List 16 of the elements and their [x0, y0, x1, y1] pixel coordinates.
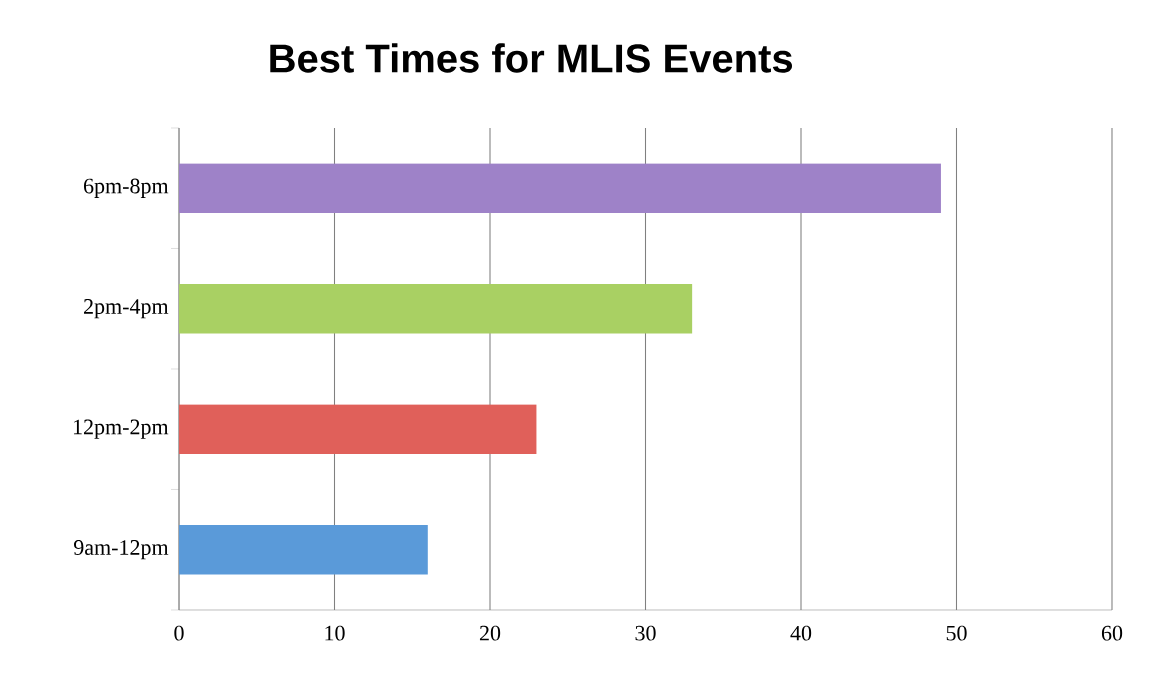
bar [179, 404, 537, 454]
bar [179, 525, 428, 575]
x-tick-label: 50 [946, 625, 967, 641]
x-tick-label: 20 [479, 625, 501, 641]
y-tick-label: 6pm-8pm [83, 178, 169, 198]
x-tick-label: 30 [635, 625, 656, 641]
x-tick-label: 40 [790, 625, 812, 641]
chart-title: Best Times for MLIS Events [270, 43, 793, 73]
y-tick-label: 12pm-2pm [73, 419, 169, 439]
x-tick-label: 10 [325, 625, 345, 641]
bar [179, 163, 941, 213]
bar [179, 284, 693, 334]
y-tick-label: 2pm-4pm [84, 299, 169, 319]
x-tick-label: 0 [174, 625, 184, 641]
y-tick-label: 9am-12pm [74, 540, 169, 560]
x-tick-label: 60 [1101, 625, 1123, 641]
